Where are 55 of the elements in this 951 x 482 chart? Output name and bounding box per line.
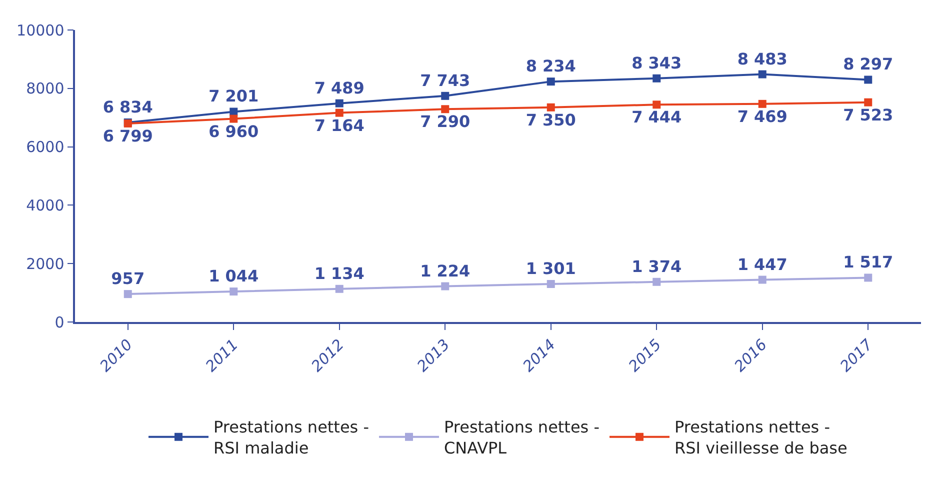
legend-label: Prestations nettes - CNAVPL xyxy=(444,418,600,458)
y-tick-label: 6000 xyxy=(26,138,64,156)
point xyxy=(335,99,344,108)
data-label: 8 234 xyxy=(526,56,576,76)
y-tick-label: 2000 xyxy=(26,254,64,273)
data-label: 957 xyxy=(111,269,145,288)
point xyxy=(335,108,344,117)
point xyxy=(441,105,450,114)
point xyxy=(864,98,872,106)
data-label: 6 834 xyxy=(102,97,153,116)
legend-label: Prestations nettes - RSI maladie xyxy=(214,418,369,458)
legend-label: Prestations nettes - RSI vieillesse de base xyxy=(674,418,848,458)
point xyxy=(335,284,344,293)
data-label: 7 489 xyxy=(314,78,364,98)
y-tick-label: 8000 xyxy=(26,80,64,98)
point xyxy=(652,74,661,82)
data-label: 6 799 xyxy=(102,126,153,146)
data-label: 1 134 xyxy=(314,264,364,283)
point xyxy=(758,276,766,284)
data-label: 1 301 xyxy=(526,259,576,278)
data-label: 8 297 xyxy=(843,54,894,74)
point xyxy=(546,280,555,288)
point xyxy=(864,76,872,84)
data-label: 7 469 xyxy=(737,106,788,126)
data-label: 1 374 xyxy=(632,256,682,276)
data-label: 8 343 xyxy=(632,53,682,72)
data-label: 1 447 xyxy=(737,254,788,274)
point xyxy=(652,100,661,109)
y-tick-label: 10000 xyxy=(16,21,64,40)
data-label: 7 201 xyxy=(208,86,259,106)
point xyxy=(441,92,450,100)
y-tick-label: 4000 xyxy=(26,196,64,214)
point xyxy=(652,278,661,286)
point xyxy=(441,282,450,290)
data-label: 1 517 xyxy=(843,252,894,272)
data-label: 7 290 xyxy=(420,112,470,132)
point xyxy=(546,78,555,86)
point xyxy=(124,290,132,298)
point xyxy=(546,103,555,112)
y-tick-label: 0 xyxy=(54,313,64,332)
point xyxy=(758,70,766,78)
data-label: 7 350 xyxy=(526,110,576,130)
data-label: 7 523 xyxy=(843,105,894,124)
data-label: 7 743 xyxy=(420,70,470,90)
point xyxy=(230,114,238,123)
data-label: 1 044 xyxy=(208,266,259,286)
data-label: 7 444 xyxy=(632,108,682,127)
data-label: 8 483 xyxy=(737,49,788,68)
data-label: 1 224 xyxy=(420,261,470,280)
point xyxy=(758,100,766,108)
point xyxy=(230,288,238,296)
point xyxy=(864,274,872,282)
point xyxy=(230,108,238,116)
data-label: 6 960 xyxy=(208,122,259,141)
data-label: 7 164 xyxy=(314,116,364,135)
